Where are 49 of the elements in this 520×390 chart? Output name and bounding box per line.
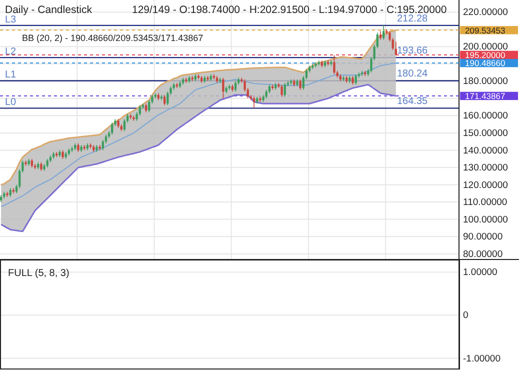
text: FULL (5, 8, 3) (8, 268, 70, 279)
candlestick (382, 25, 385, 40)
candlestick (163, 94, 166, 106)
y-tick-label: 220.00000 (463, 7, 508, 18)
annotation: 193.66 (397, 46, 428, 57)
y-tick-label: 90.00000 (463, 232, 503, 243)
candlestick (299, 79, 302, 90)
candlestick (148, 100, 150, 113)
candlestick (222, 77, 224, 99)
line-series (0, 84, 397, 232)
candlestick (166, 91, 169, 106)
ref-line-label: L0 (5, 97, 17, 108)
ref-line-label: 209.53453 (465, 25, 506, 36)
annotation: BB (20, 2) - 190.48660/209.53453/171.43867 (22, 33, 204, 43)
ref-line-label: 190.48660 (465, 58, 506, 68)
candlestick (394, 41, 397, 56)
ref-line-label: L1 (5, 70, 17, 81)
ref-line-label: 171.43867 (465, 91, 506, 102)
chart-title: Daily - Candlestick (5, 4, 93, 16)
y-tick-label: 0 (463, 310, 468, 322)
y-tick-label: 180.00000 (463, 76, 508, 88)
annotation: 180.24 (397, 68, 428, 80)
line-series (0, 29, 397, 186)
candlestick (333, 54, 336, 75)
y-tick-label: 80.00000 (463, 248, 503, 260)
candlestick (284, 82, 286, 98)
ref-line-label: L3 (5, 14, 17, 26)
y-tick-label: -1.00000 (463, 353, 501, 364)
candlestick (138, 104, 141, 116)
y-tick-label: 130.00000 (463, 162, 508, 174)
annotation: 164.35 (397, 96, 428, 108)
y-tick-label: 120.00000 (463, 180, 508, 191)
candlestick (234, 80, 237, 92)
annotation: 212.28 (397, 13, 428, 24)
line-series (0, 62, 396, 207)
candlestick (354, 74, 357, 86)
ref-line-label: 195.20000 (465, 50, 506, 60)
y-tick-label: 100.00000 (463, 214, 508, 226)
y-tick-label: 160.00000 (463, 110, 508, 122)
candlestick (111, 122, 114, 136)
y-tick-label: 200.00000 (463, 42, 508, 53)
y-tick-label: 1.00000 (463, 267, 498, 278)
y-tick-label: 110.00000 (463, 197, 508, 208)
chart-subtitle: 129/149 - O:198.74000 - H:202.91500 - L:194.97000 - C:195.20000 (132, 4, 447, 16)
y-tick-label: 150.00000 (463, 128, 508, 139)
ref-line-label: L2 (5, 46, 17, 58)
y-tick-label: 140.00000 (463, 145, 508, 156)
candlestick (252, 96, 256, 109)
candlestick (280, 84, 283, 98)
